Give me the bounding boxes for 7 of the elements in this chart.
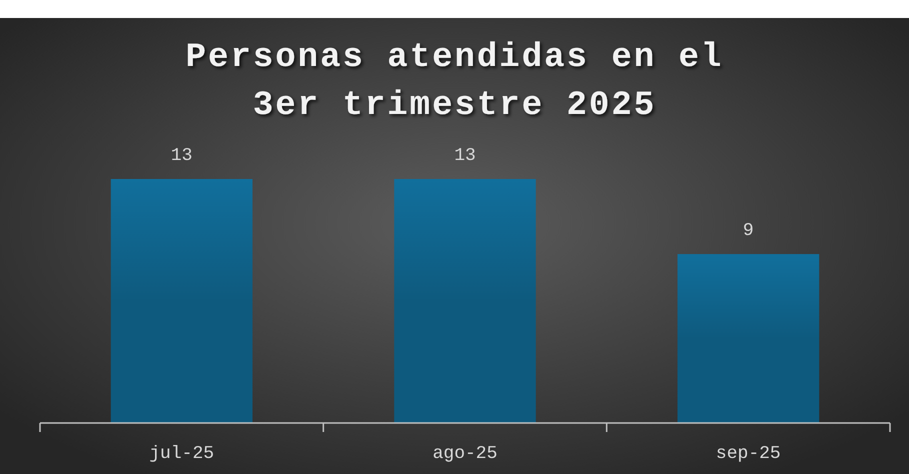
x-tick-label: jul-25 (149, 444, 214, 464)
data-label: 13 (454, 146, 476, 166)
chart-title: Personas atendidas en el 3er trimestre 2025 (186, 39, 724, 125)
data-label: 13 (170, 146, 192, 166)
data-label: 9 (742, 221, 754, 242)
x-tick-label: ago-25 (432, 444, 498, 464)
x-tick-label: sep-25 (716, 444, 781, 464)
